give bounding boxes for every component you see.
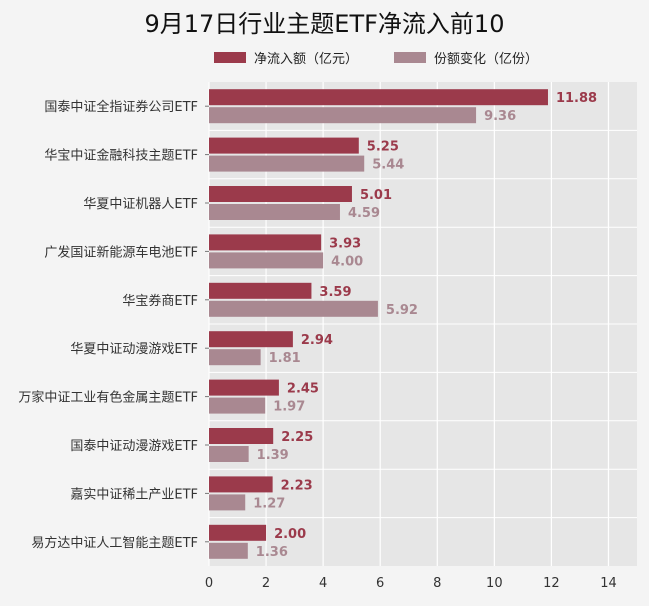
bar-share-change-9 xyxy=(209,542,248,559)
category-label-5: 华夏中证动漫游戏ETF xyxy=(70,342,198,357)
bar-share-change-1 xyxy=(209,155,365,172)
x-tick-label-5: 10 xyxy=(486,576,503,591)
legend: 净流入额（亿元） 份额变化（亿份） xyxy=(214,48,574,67)
bar-share-change-7 xyxy=(209,446,249,462)
bar-net-inflow-2 xyxy=(209,186,352,202)
x-tick-label-3: 6 xyxy=(376,576,384,591)
category-label-3: 广发国证新能源车电池ETF xyxy=(44,244,198,260)
data-label-share-change-9: 1.36 xyxy=(256,545,288,560)
x-tick-label-6: 12 xyxy=(543,576,560,591)
bar-share-change-5 xyxy=(209,349,261,366)
category-label-9: 易方达中证人工智能主题ETF xyxy=(31,535,198,551)
bar-share-change-6 xyxy=(209,397,266,414)
category-label-1: 华宝中证金融科技主题ETF xyxy=(44,148,198,164)
legend-swatch-share-change xyxy=(394,51,427,63)
x-tick-label-4: 8 xyxy=(433,576,441,591)
category-label-7: 国泰中证动漫游戏ETF xyxy=(70,439,198,454)
bar-share-change-4 xyxy=(209,300,378,317)
legend-label-net-inflow: 净流入额（亿元） xyxy=(254,51,359,67)
data-label-share-change-0: 9.36 xyxy=(484,109,516,124)
data-label-net-inflow-4: 3.59 xyxy=(319,285,351,300)
data-label-share-change-1: 5.44 xyxy=(372,158,404,173)
data-label-net-inflow-2: 5.01 xyxy=(360,188,392,203)
data-label-share-change-4: 5.92 xyxy=(386,303,418,318)
bar-net-inflow-6 xyxy=(209,379,279,396)
data-label-net-inflow-9: 2.00 xyxy=(274,527,306,542)
legend-item-share-change: 份额变化（亿份） xyxy=(394,48,538,67)
bar-net-inflow-7 xyxy=(209,428,274,444)
category-label-4: 华宝券商ETF xyxy=(122,293,198,309)
bar-net-inflow-9 xyxy=(209,524,267,541)
bar-net-inflow-3 xyxy=(209,234,322,251)
bar-share-change-8 xyxy=(209,494,246,511)
data-label-share-change-8: 1.27 xyxy=(253,496,285,511)
data-label-share-change-6: 1.97 xyxy=(273,400,305,415)
category-label-2: 华夏中证机器人ETF xyxy=(83,197,198,212)
data-label-net-inflow-6: 2.45 xyxy=(287,382,319,397)
x-tick-label-7: 14 xyxy=(600,576,617,591)
x-tick-label-1: 2 xyxy=(262,576,270,591)
category-label-8: 嘉实中证稀土产业ETF xyxy=(70,487,198,502)
legend-item-net-inflow: 净流入额（亿元） xyxy=(214,48,358,67)
category-label-6: 万家中证工业有色金属主题ETF xyxy=(18,390,198,406)
chart-title: 9月17日行业主题ETF净流入前10 xyxy=(144,10,505,38)
data-label-net-inflow-5: 2.94 xyxy=(301,333,333,348)
bar-share-change-2 xyxy=(209,204,340,220)
legend-swatch-net-inflow xyxy=(214,51,246,63)
bar-net-inflow-1 xyxy=(209,137,359,154)
data-label-net-inflow-3: 3.93 xyxy=(329,236,361,251)
data-label-net-inflow-1: 5.25 xyxy=(367,140,399,155)
bar-share-change-3 xyxy=(209,252,324,269)
data-label-share-change-3: 4.00 xyxy=(331,254,363,269)
x-tick-label-2: 4 xyxy=(319,576,327,591)
data-label-net-inflow-8: 2.23 xyxy=(281,478,313,493)
legend-label-share-change: 份额变化（亿份） xyxy=(434,51,539,67)
bar-share-change-0 xyxy=(209,107,477,124)
data-label-share-change-2: 4.59 xyxy=(348,206,380,221)
bar-net-inflow-8 xyxy=(209,476,273,493)
data-label-share-change-5: 1.81 xyxy=(269,351,301,366)
bar-net-inflow-0 xyxy=(209,89,548,106)
bar-net-inflow-5 xyxy=(209,331,293,348)
category-label-0: 国泰中证全指证券公司ETF xyxy=(44,99,198,115)
data-label-net-inflow-7: 2.25 xyxy=(281,430,313,445)
x-tick-label-0: 0 xyxy=(205,576,213,591)
data-label-share-change-7: 1.39 xyxy=(257,448,289,463)
data-label-net-inflow-0: 11.88 xyxy=(556,91,597,106)
bar-net-inflow-4 xyxy=(209,282,312,299)
